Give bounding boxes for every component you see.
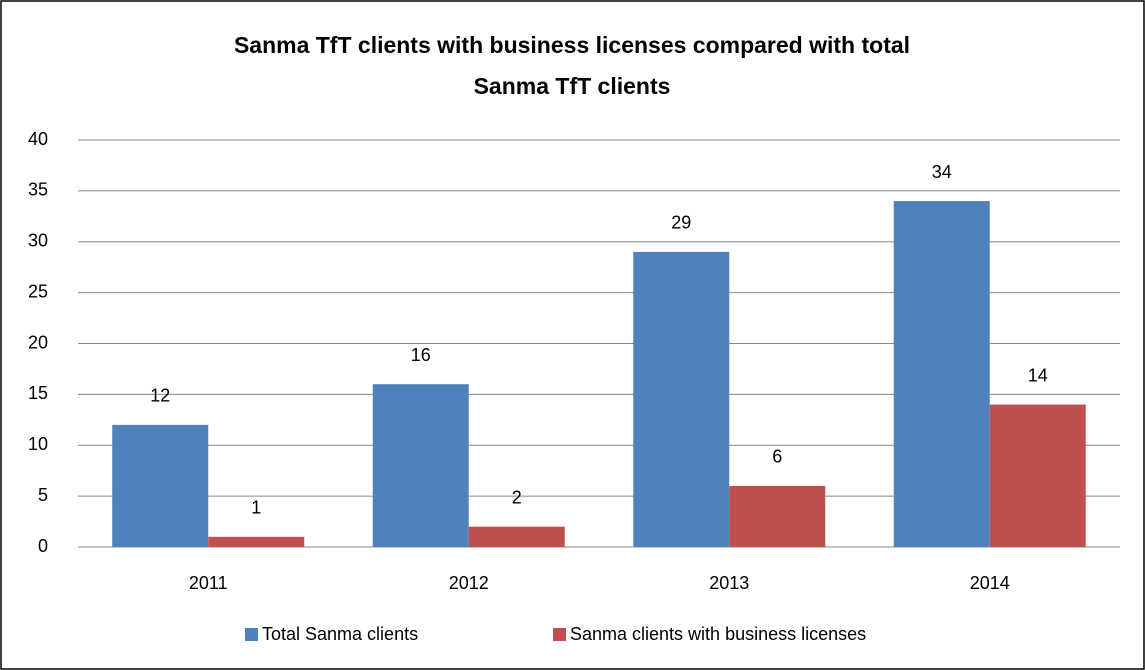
data-label: 14 xyxy=(1028,365,1048,385)
chart-title: Sanma TfT clients with business licenses… xyxy=(234,32,910,58)
x-tick-label: 2011 xyxy=(189,573,228,593)
y-tick-label: 10 xyxy=(28,434,48,454)
legend-label: Total Sanma clients xyxy=(262,624,418,644)
x-tick-label: 2012 xyxy=(449,573,489,593)
bar xyxy=(633,251,730,548)
bar xyxy=(893,201,990,548)
bar xyxy=(468,526,565,547)
bar xyxy=(372,384,469,547)
bar xyxy=(989,404,1086,547)
y-tick-label: 15 xyxy=(28,383,48,403)
legend-swatch xyxy=(245,628,258,641)
bar xyxy=(729,485,826,547)
data-label: 16 xyxy=(411,345,431,365)
x-tick-label: 2014 xyxy=(970,573,1010,593)
bar xyxy=(208,536,305,547)
y-tick-label: 30 xyxy=(28,231,48,251)
chart-title: Sanma TfT clients xyxy=(474,73,671,99)
data-label: 34 xyxy=(932,162,952,182)
data-label: 2 xyxy=(512,487,522,507)
x-tick-label: 2013 xyxy=(709,573,749,593)
bar xyxy=(112,424,209,547)
data-label: 6 xyxy=(772,447,782,467)
y-tick-label: 0 xyxy=(38,536,48,556)
data-label: 1 xyxy=(251,498,261,518)
y-tick-label: 25 xyxy=(28,281,48,301)
legend-label: Sanma clients with business licenses xyxy=(570,624,866,644)
legend-swatch xyxy=(553,628,566,641)
y-tick-label: 5 xyxy=(38,485,48,505)
y-tick-label: 35 xyxy=(28,180,48,200)
data-label: 12 xyxy=(150,386,170,406)
y-tick-label: 20 xyxy=(28,332,48,352)
y-tick-label: 40 xyxy=(28,129,48,149)
data-label: 29 xyxy=(671,213,691,233)
